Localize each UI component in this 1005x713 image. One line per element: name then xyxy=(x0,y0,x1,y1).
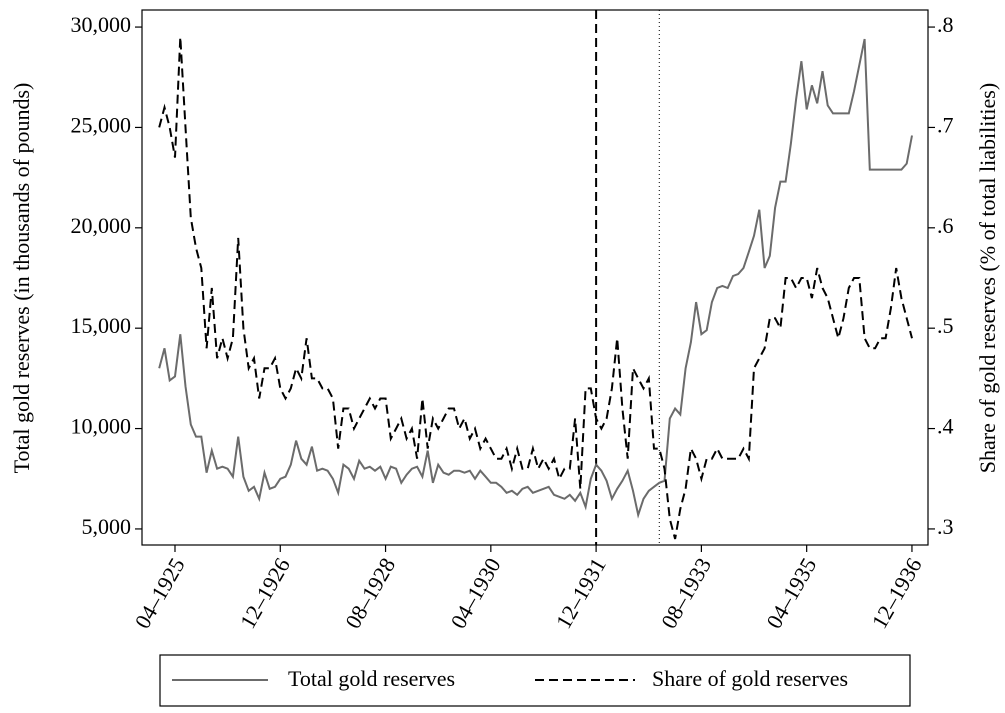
y-tick-label: 15,000 xyxy=(71,313,132,338)
y-tick-label: 5,000 xyxy=(82,514,132,539)
legend-box xyxy=(159,654,911,707)
y-axis-label: Total gold reserves (in thousands of pou… xyxy=(9,83,34,474)
series-line xyxy=(158,38,913,519)
x-tick-label: 04–1935 xyxy=(761,554,821,633)
legend-label: Share of gold reserves xyxy=(652,666,848,691)
y-tick-label: 20,000 xyxy=(71,213,132,238)
y-tick-label: 10,000 xyxy=(71,414,132,439)
y2-axis-label: Share of gold reserves (% of total liabi… xyxy=(975,83,1000,473)
x-tick-label: 08–1928 xyxy=(340,554,400,633)
x-tick-label: 04–1930 xyxy=(445,554,505,633)
x-tick-label: 12–1936 xyxy=(867,554,927,633)
x-tick-label: 04–1925 xyxy=(130,554,190,633)
y2-tick-label: .5 xyxy=(937,313,954,338)
y2-tick-label: .6 xyxy=(937,213,954,238)
series-line xyxy=(158,37,913,540)
y-tick-label: 30,000 xyxy=(71,12,132,37)
y2-tick-label: .4 xyxy=(937,414,954,439)
plot-frame xyxy=(141,9,929,546)
x-tick-label: 12–1926 xyxy=(235,554,295,633)
y-tick-label: 25,000 xyxy=(71,112,132,137)
y2-tick-label: .7 xyxy=(937,112,954,137)
legend-label: Total gold reserves xyxy=(288,666,455,691)
y2-tick-label: .3 xyxy=(937,514,954,539)
y2-tick-label: .8 xyxy=(937,12,954,37)
x-tick-label: 08–1933 xyxy=(656,554,716,633)
x-tick-label: 12–1931 xyxy=(551,554,611,633)
